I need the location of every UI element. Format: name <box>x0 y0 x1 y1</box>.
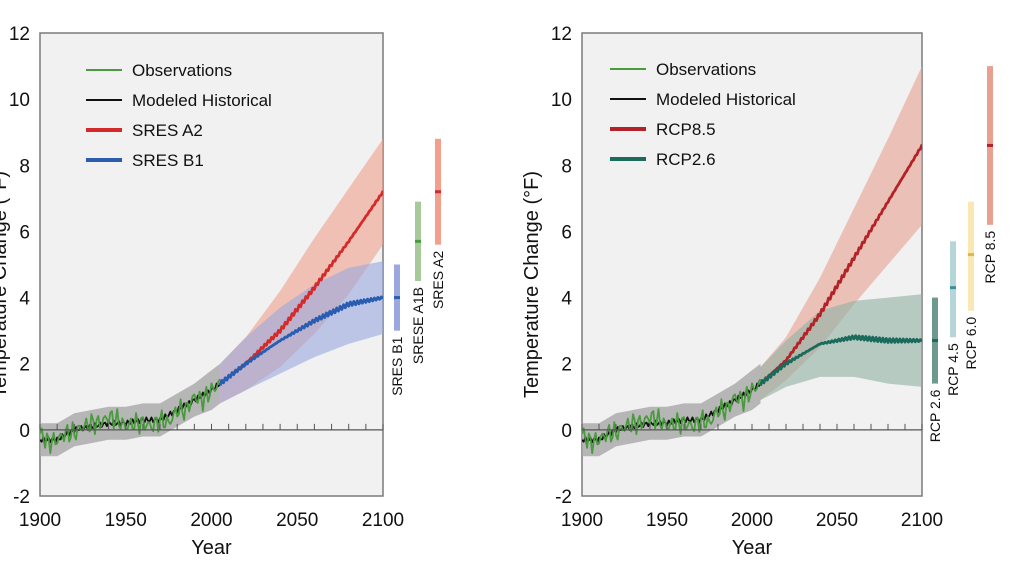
legend-label: Modeled Historical <box>132 91 272 110</box>
range-bar-mean <box>950 286 956 290</box>
series-line-sres-b1 <box>218 295 383 386</box>
legend-label: Modeled Historical <box>656 90 796 109</box>
y-tick-label: 6 <box>19 222 30 243</box>
y-tick-label: 0 <box>561 421 572 442</box>
series-line-observations <box>40 378 221 455</box>
x-tick-label: 2050 <box>276 510 318 531</box>
y-tick-label: -2 <box>13 487 30 508</box>
legend-label: RCP2.6 <box>656 150 716 169</box>
y-tick-label: 8 <box>19 156 30 177</box>
range-bar-mean <box>415 239 421 243</box>
legend-label: SRES A2 <box>132 121 203 140</box>
range-bar-label: RCP 6.0 <box>963 317 979 370</box>
plot-content <box>40 138 383 457</box>
x-tick-label: 2100 <box>362 510 404 531</box>
range-bar-label: SRESE A1B <box>410 287 426 364</box>
x-axis-title: Year <box>191 537 232 559</box>
series-line-rcp8-5 <box>759 144 922 385</box>
range-bar-label: SRES A2 <box>430 250 446 309</box>
y-tick-label: 10 <box>9 90 30 111</box>
plot-content <box>582 66 922 457</box>
x-tick-label: 2000 <box>190 510 232 531</box>
series-line-rcp2-6 <box>759 334 922 386</box>
series-line-observations <box>582 378 762 455</box>
rcp-panel: -2 0 2 4 6 8 10 12 1900 1950 2000 2050 2100 Year Tempe… <box>521 24 998 559</box>
band-sres-b1 <box>220 261 383 404</box>
range-bar <box>950 241 956 338</box>
band-rcp8-5 <box>760 66 922 401</box>
x-axis-title: Year <box>732 537 773 559</box>
x-tick-label: 2100 <box>901 510 943 531</box>
y-tick-label: 6 <box>561 222 572 243</box>
range-bar-label: RCP 2.6 <box>927 389 943 442</box>
legend-label: Observations <box>132 61 232 80</box>
y-tick-label: 2 <box>19 355 30 376</box>
x-tick-label: 2050 <box>816 510 858 531</box>
y-tick-label: 0 <box>19 421 30 442</box>
sres-panel: -2 0 2 4 6 8 10 12 1900 1950 2000 2050 2100 Year Tempe… <box>0 24 446 559</box>
range-bar <box>968 201 974 311</box>
band-modeled-historical <box>582 363 761 457</box>
legend-label: Observations <box>656 60 756 79</box>
x-tick-label: 2000 <box>731 510 773 531</box>
range-bar-mean <box>968 253 974 257</box>
y-tick-label: 12 <box>9 24 30 45</box>
y-axis-title: Temperature Change (°F) <box>521 171 543 398</box>
y-tick-label: 12 <box>551 24 572 45</box>
range-bar-mean <box>987 143 993 147</box>
y-axis-title: Temperature Change (°F) <box>0 171 11 398</box>
x-tick-label: 1950 <box>105 510 147 531</box>
range-bar-label: SRES B1 <box>389 336 405 395</box>
x-tick-label: 1900 <box>561 510 603 531</box>
range-bar-mean <box>394 296 400 300</box>
range-bar-label: RCP 4.5 <box>945 343 961 396</box>
y-tick-label: -2 <box>555 487 572 508</box>
y-tick-label: 8 <box>561 156 572 177</box>
y-tick-label: 10 <box>551 90 572 111</box>
x-tick-label: 1900 <box>19 510 61 531</box>
range-bar-mean <box>435 190 441 194</box>
y-tick-label: 4 <box>561 289 572 310</box>
band-modeled-historical <box>40 363 221 457</box>
x-tick-label: 1950 <box>646 510 688 531</box>
y-tick-label: 2 <box>561 355 572 376</box>
band-rcp2-6 <box>760 294 922 401</box>
range-bar-mean <box>932 339 938 343</box>
range-bar-label: RCP 8.5 <box>982 231 998 284</box>
legend-label: SRES B1 <box>132 151 204 170</box>
legend-label: RCP8.5 <box>656 120 716 139</box>
y-tick-label: 4 <box>19 289 30 310</box>
